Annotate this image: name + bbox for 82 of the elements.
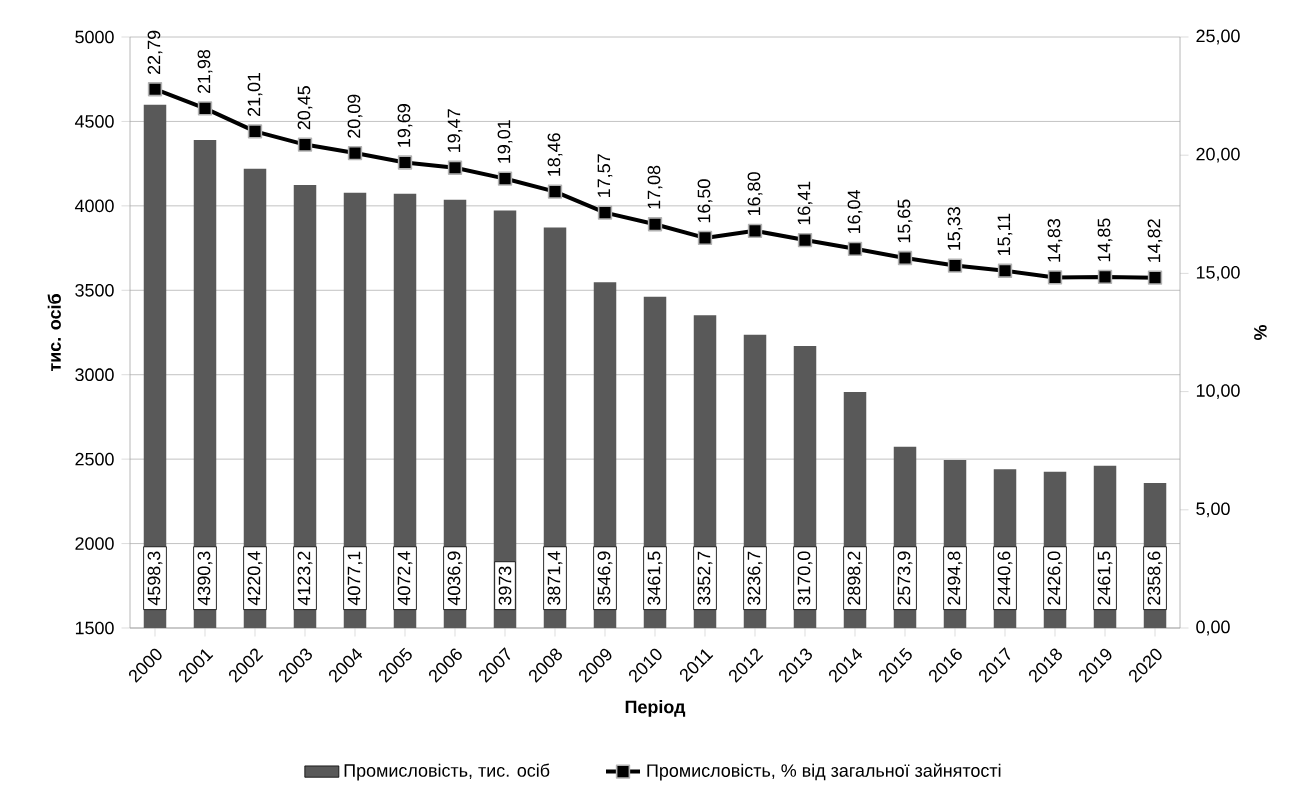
point: [197, 101, 213, 116]
data-label: 4390,3: [197, 551, 213, 606]
data-label: 21,01: [247, 72, 263, 117]
point: [297, 137, 313, 152]
data-label: 15,33: [947, 207, 963, 250]
data-label: 16,04: [847, 190, 863, 234]
data-label: 15,65: [897, 199, 913, 243]
point: [547, 184, 563, 199]
point: [597, 205, 613, 220]
point: [697, 230, 713, 246]
data-label: 20,45: [297, 86, 313, 130]
data-label: 3546,9: [597, 551, 613, 605]
y-axis-title: тис. осіб: [47, 294, 61, 372]
data-label: 16,41: [797, 181, 813, 225]
y2-axis-title: %: [1254, 325, 1267, 341]
data-label: 19,69: [397, 104, 413, 147]
data-label: 17,57: [597, 154, 613, 197]
legend-label: Промисловість, % від загальної зайнятості: [647, 763, 1001, 781]
data-label: 4077,1: [347, 551, 363, 606]
y-tick-label: 3000: [75, 368, 114, 382]
point: [347, 145, 363, 161]
data-label: 2898,2: [847, 551, 863, 605]
point: [747, 223, 763, 239]
x-axis-title: Період: [625, 700, 686, 717]
data-label: 14,85: [1097, 218, 1113, 262]
data-label: 3871,4: [547, 551, 563, 605]
y-tick-label: 1500: [75, 621, 114, 635]
data-label: 3461,5: [647, 551, 663, 605]
point: [847, 241, 863, 256]
y2-tick-label: 5,00: [1196, 502, 1230, 518]
legend-label: Промисловість, тис. осіб: [344, 763, 550, 781]
point: [247, 124, 263, 139]
y-tick-label: 4000: [74, 199, 114, 213]
y-tick-label: 4500: [74, 115, 114, 128]
point: [797, 232, 813, 248]
data-label: 4598,3: [147, 551, 163, 606]
data-label: 22,79: [147, 30, 163, 74]
point: [1147, 270, 1163, 285]
y2-tick-label: 25,00: [1196, 29, 1240, 45]
data-label: 4220,4: [247, 551, 263, 606]
data-label: 2494,8: [947, 551, 963, 605]
point: [997, 263, 1013, 278]
data-label: 3236,7: [747, 551, 763, 605]
data-label: 2461,5: [1097, 551, 1113, 605]
data-label: 19,47: [447, 109, 463, 152]
data-label: 4036,9: [447, 551, 463, 606]
data-label: 16,80: [747, 172, 763, 216]
point: [397, 155, 413, 170]
point: [1047, 270, 1063, 285]
data-label: 2426,0: [1047, 551, 1063, 605]
point: [497, 171, 513, 186]
y2-tick-label: 20,00: [1196, 147, 1240, 163]
data-label: 19,01: [497, 120, 513, 163]
point: [897, 250, 913, 266]
data-label: 14,83: [1047, 218, 1063, 262]
y2-tick-label: 0,00: [1196, 620, 1230, 636]
data-label: 2358,6: [1147, 551, 1163, 605]
point: [947, 258, 963, 273]
data-label: 3973: [498, 566, 512, 605]
point: [147, 82, 163, 97]
point: [447, 160, 463, 175]
data-label: 15,11: [997, 213, 1013, 256]
data-label: 4123,2: [297, 551, 313, 606]
data-label: 14,82: [1147, 219, 1163, 262]
data-label: 3352,7: [697, 551, 713, 605]
y-tick-label: 3500: [75, 283, 114, 297]
y2-tick-label: 10,00: [1196, 384, 1240, 399]
point: [1097, 269, 1113, 285]
data-label: 20,09: [347, 94, 363, 138]
y2-tick-label: 15,00: [1196, 265, 1240, 281]
data-label: 21,98: [197, 49, 213, 94]
data-label: 3170,0: [797, 551, 813, 605]
point: [647, 217, 663, 232]
y-tick-label: 2500: [75, 452, 114, 466]
data-label: 4072,4: [397, 551, 413, 606]
data-label: 18,46: [547, 133, 563, 176]
data-label: 17,08: [647, 165, 663, 209]
y-tick-label: 5000: [75, 30, 114, 44]
data-label: 2440,6: [997, 551, 1013, 605]
y-tick-label: 2000: [75, 537, 114, 550]
data-label: 16,50: [697, 179, 713, 223]
data-label: 2573,9: [897, 551, 913, 605]
